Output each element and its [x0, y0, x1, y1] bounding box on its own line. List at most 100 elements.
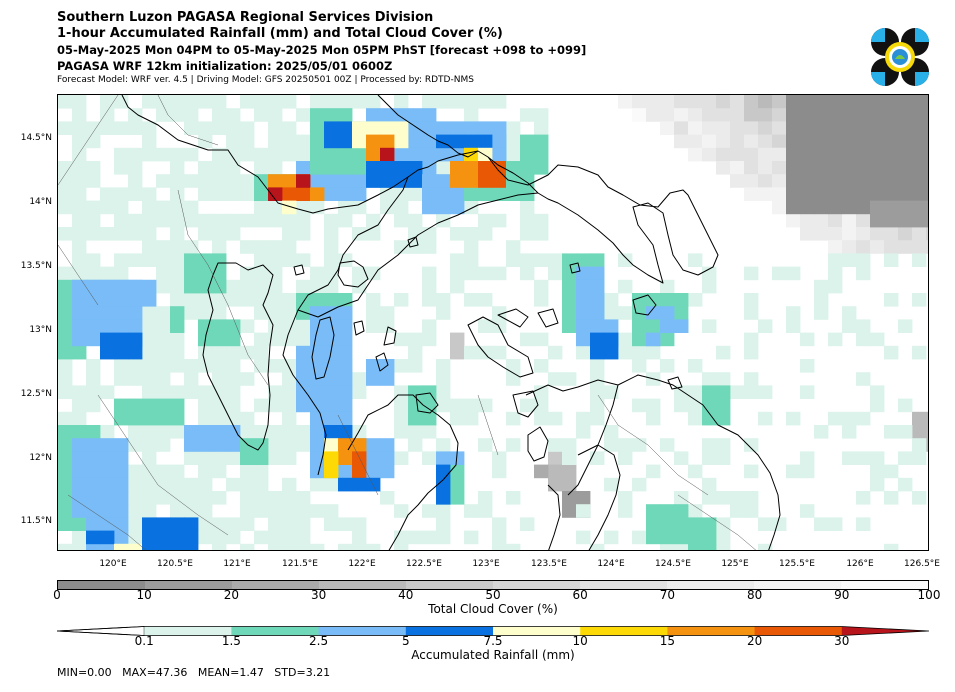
grid-cell: [254, 464, 269, 479]
grid-cell: [408, 227, 423, 241]
grid-cell: [282, 187, 297, 201]
grid-cell: [128, 504, 143, 518]
grid-cell: [464, 227, 479, 241]
grid-cell: [716, 147, 731, 162]
grid-cell: [688, 517, 703, 531]
grid-cell: [282, 227, 297, 241]
grid-cell: [870, 200, 885, 215]
grid-cell: [618, 332, 633, 347]
grid-cell: [226, 108, 241, 122]
lon-label-121: 121°E: [223, 559, 251, 569]
grid-cell: [394, 95, 409, 109]
grid-cell: [226, 161, 241, 175]
grid-cell: [114, 95, 129, 109]
grid-cell: [254, 240, 269, 254]
grid-cell: [786, 411, 801, 426]
grid-cell: [296, 279, 311, 294]
grid-cell: [86, 372, 101, 386]
grid-cell: [100, 530, 115, 545]
grid-cell: [506, 134, 521, 149]
grid-cell: [184, 504, 199, 518]
grid-cell: [548, 451, 563, 465]
grid-cell: [310, 425, 325, 439]
grid-cell: [184, 279, 199, 294]
grid-cell: [856, 372, 871, 386]
grid-cell: [436, 293, 451, 307]
grid-cell: [268, 108, 283, 122]
grid-cell: [590, 411, 605, 426]
grid-cell: [282, 293, 297, 307]
grid-cell: [142, 451, 157, 465]
grid-cell: [310, 451, 325, 465]
grid-cell: [716, 530, 731, 545]
grid-cell: [128, 491, 143, 505]
grid-cell: [212, 464, 227, 479]
grid-cell: [884, 227, 899, 241]
grid-cell: [100, 332, 115, 347]
grid-cell: [142, 187, 157, 201]
grid-cell: [58, 464, 73, 479]
grid-cell: [100, 187, 115, 201]
grid-cell: [226, 121, 241, 135]
grid-cell: [282, 398, 297, 413]
grid-cell: [646, 319, 661, 333]
grid-cell: [156, 95, 171, 109]
grid-cell: [450, 451, 465, 465]
lon-label-124-5: 124.5°E: [655, 559, 691, 569]
grid-cell: [324, 279, 339, 294]
grid-cell: [282, 121, 297, 135]
grid-cell: [702, 134, 717, 149]
grid-cell: [72, 108, 87, 122]
grid-cell: [128, 359, 143, 373]
cloud-cover-tick: 100: [917, 588, 941, 602]
grid-cell: [198, 293, 213, 307]
grid-cell: [198, 121, 213, 135]
grid-cell: [86, 174, 101, 188]
grid-cell: [184, 306, 199, 320]
grid-cell: [576, 491, 591, 505]
grid-cell: [338, 332, 353, 347]
grid-cell: [100, 121, 115, 135]
grid-cell: [436, 451, 451, 465]
grid-cell: [58, 517, 73, 531]
grid-cell: [226, 517, 241, 531]
grid-cell: [926, 95, 928, 109]
rainfall-colorbar: [57, 626, 930, 636]
grid-cell: [72, 491, 87, 505]
grid-cell: [240, 187, 255, 201]
grid-cell: [772, 161, 787, 175]
grid-cell: [184, 530, 199, 545]
grid-cell: [926, 240, 928, 254]
grid-cell: [450, 187, 465, 201]
grid-cell: [254, 279, 269, 294]
grid-cell: [394, 213, 409, 228]
grid-cell: [170, 95, 185, 109]
grid-cell: [380, 187, 395, 201]
grid-cell: [142, 359, 157, 373]
grid-cell: [128, 530, 143, 545]
grid-cell: [310, 398, 325, 413]
grid-cell: [310, 293, 325, 307]
grid-cell: [898, 477, 913, 492]
grid-cell: [184, 543, 199, 550]
grid-cell: [800, 359, 815, 373]
grid-cell: [352, 95, 367, 109]
grid-cell: [408, 121, 423, 135]
grid-cell: [590, 359, 605, 373]
grid-cell: [212, 385, 227, 399]
grid-cell: [198, 504, 213, 518]
grid-cell: [128, 319, 143, 333]
grid-cell: [352, 200, 367, 215]
grid-cell: [198, 95, 213, 109]
grid-cell: [702, 385, 717, 399]
grid-cell: [128, 345, 143, 360]
grid-cell: [744, 332, 759, 347]
grid-cell: [912, 345, 927, 360]
grid-cell: [170, 411, 185, 426]
grid-cell: [884, 464, 899, 479]
grid-cell: [282, 411, 297, 426]
grid-cell: [828, 187, 843, 201]
grid-cell: [786, 108, 801, 122]
grid-cell: [338, 398, 353, 413]
grid-cell: [254, 477, 269, 492]
